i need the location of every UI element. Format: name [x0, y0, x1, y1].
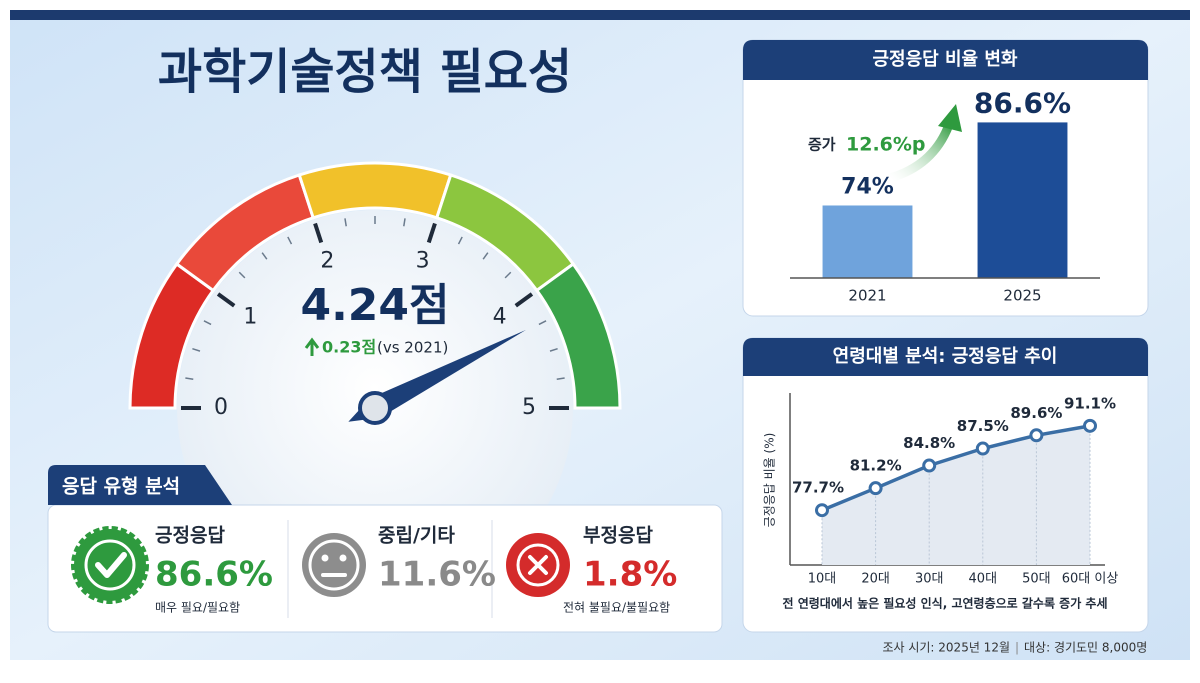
point-label: 81.2% [850, 457, 902, 475]
gauge-tick-label: 2 [320, 249, 334, 274]
bar-value-label: 86.6% [974, 86, 1071, 119]
response-note: 전혀 불필요/불필요함 [563, 601, 670, 615]
gauge-band [534, 261, 622, 410]
minor-tick [556, 377, 565, 380]
panel-header [743, 40, 1148, 80]
bar [822, 205, 913, 278]
point [1029, 428, 1044, 443]
x-tick-label: 20대 [861, 572, 890, 587]
gauge-tick [313, 222, 324, 244]
change-arrow [304, 337, 320, 356]
minor-tick [261, 252, 268, 260]
y-axis-label: 긍정응답 비율 (%) [763, 433, 777, 528]
bar-value-label: 74% [841, 174, 894, 199]
x-tick-label: 60대 이상 [1062, 572, 1119, 587]
response-panel: 응답 유형 분석 긍정응답 86.6% 매우 필요/필요함 중립/기타 11.6% 부정응… [47, 465, 723, 633]
bar-panel: 긍정응답 비율 변화 74% 2021 86.6% 2025 증가 12.6%p [742, 39, 1149, 317]
point-label: 84.8% [903, 434, 955, 452]
response-value: 86.6% [155, 555, 273, 595]
area [822, 425, 1090, 565]
point [815, 503, 829, 518]
gauge-value: 4.24점 [300, 280, 449, 331]
point [1083, 418, 1097, 433]
chart-note: 전 연령대에서 높은 필요성 인식, 고연령층으로 갈수록 증가 추세 [782, 596, 1107, 611]
minor-tick [482, 252, 489, 260]
chart-title: 긍정응답 비율 변화 [872, 49, 1017, 70]
gauge-tick [426, 222, 437, 244]
x-tick-label: 10대 [808, 572, 837, 587]
gauge-tick-label: 1 [243, 304, 257, 329]
x-tick-label: 2025 [1003, 287, 1041, 305]
minor-tick [344, 218, 347, 227]
footer-period: 조사 시기: 2025년 12월 [882, 641, 1010, 655]
panel-box [47, 504, 723, 633]
annotation-prefix: 증가 [808, 136, 836, 154]
bar [977, 122, 1068, 278]
line [821, 424, 1091, 512]
minor-tick [403, 218, 406, 227]
top-bar [10, 10, 1190, 20]
panel-box [742, 39, 1149, 317]
minor-tick [504, 271, 512, 279]
response-name: 부정응답 [583, 525, 653, 547]
response-name: 긍정응답 [155, 525, 225, 547]
gauge-tick-label: 0 [214, 395, 228, 420]
annotation: 12.6%p [846, 134, 926, 156]
gauge-change: 0.23점 [322, 338, 376, 357]
x-tick-label: 40대 [969, 572, 998, 587]
point-label: 77.7% [792, 479, 844, 497]
increase-arrow [885, 117, 955, 183]
gauge-hub [358, 391, 392, 425]
response-name: 중립/기타 [378, 525, 455, 547]
positive-icon [71, 526, 149, 604]
negative-icon [506, 533, 570, 597]
minor-tick [238, 271, 246, 279]
minor-tick [538, 320, 547, 326]
gauge-tick-label: 3 [416, 249, 430, 274]
panel-tab [48, 465, 232, 505]
point [922, 458, 937, 473]
response-note: 매우 필요/필요함 [155, 601, 240, 615]
gauge-needle [348, 329, 526, 422]
response-value: 11.6% [378, 555, 496, 595]
minor-tick [203, 320, 212, 326]
gauge-tick-label: 5 [522, 395, 536, 420]
gauge-tick-label: 4 [493, 304, 507, 329]
point [975, 441, 990, 456]
increase-arrow-head [938, 104, 962, 132]
x-tick-label: 30대 [915, 572, 944, 587]
gauge-tick [514, 292, 534, 308]
point-label: 91.1% [1064, 394, 1116, 412]
footer-target: 대상: 경기도민 8,000명 [1024, 641, 1147, 655]
minor-tick [549, 347, 558, 352]
point [868, 481, 883, 496]
page-title: 과학기술정책 필요성 [158, 44, 572, 100]
panel-title: 응답 유형 분석 [62, 476, 180, 498]
response-value: 1.8% [583, 555, 677, 595]
gauge-tick [216, 292, 236, 308]
x-tick-label: 50대 [1022, 572, 1051, 587]
x-tick-label: 2021 [848, 287, 886, 305]
panel-header [743, 338, 1148, 376]
point-label: 87.5% [957, 417, 1009, 435]
minor-tick [185, 377, 194, 380]
minor-tick [287, 236, 293, 245]
footer-separator: | [1015, 641, 1019, 655]
chart-title: 연령대별 분석: 긍정응답 추이 [833, 346, 1058, 367]
minor-tick [192, 347, 201, 352]
point-label: 89.6% [1010, 404, 1062, 422]
gauge-change-note: (vs 2021) [377, 339, 448, 357]
neutral-icon [302, 533, 366, 597]
minor-tick [457, 236, 463, 245]
